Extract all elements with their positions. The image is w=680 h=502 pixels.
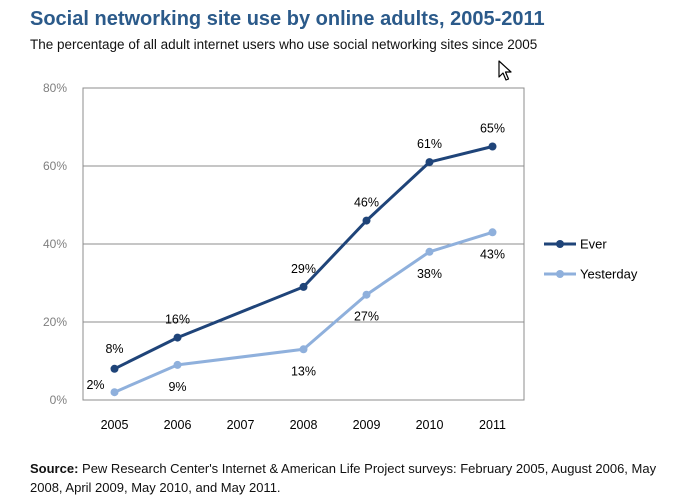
data-label: 29%	[291, 262, 316, 276]
legend-label-ever: Ever	[580, 237, 607, 252]
data-point	[173, 333, 182, 342]
data-label: 9%	[168, 380, 186, 394]
x-tick-label: 2006	[164, 418, 192, 432]
legend-label-yesterday: Yesterday	[580, 267, 638, 282]
y-tick-label: 40%	[43, 237, 67, 251]
data-label: 61%	[417, 137, 442, 151]
x-tick-label: 2008	[290, 418, 318, 432]
source-label: Source:	[30, 461, 79, 476]
chart-subtitle: The percentage of all adult internet use…	[30, 37, 538, 52]
y-tick-label: 0%	[50, 393, 68, 407]
data-point	[110, 388, 119, 397]
line-chart: 0% 20% 40% 60% 80% 2005 2006 2007 2008 2009 2010 20…	[43, 81, 638, 432]
data-label: 8%	[105, 342, 123, 356]
data-point	[488, 228, 497, 237]
data-label: 38%	[417, 267, 442, 281]
x-tick-label: 2007	[227, 418, 255, 432]
series-line-yesterday	[113, 230, 494, 394]
data-point	[362, 290, 371, 299]
data-point	[425, 247, 434, 256]
data-point	[299, 282, 308, 291]
data-label: 16%	[165, 313, 190, 327]
y-tick-label: 20%	[43, 315, 67, 329]
data-label: 2%	[86, 378, 104, 392]
data-label: 27%	[354, 310, 379, 324]
data-point	[488, 142, 497, 151]
data-label: 46%	[354, 196, 379, 210]
data-label: 43%	[480, 247, 505, 261]
data-point	[173, 360, 182, 369]
source-note: Source: Pew Research Center's Internet &…	[30, 459, 675, 497]
data-point	[110, 364, 119, 373]
x-tick-label: 2009	[353, 418, 381, 432]
x-tick-label: 2011	[479, 418, 506, 432]
y-tick-label: 80%	[43, 81, 67, 95]
legend-marker-ever	[556, 240, 564, 248]
x-tick-label: 2010	[416, 418, 444, 432]
y-tick-label: 60%	[43, 159, 67, 173]
data-label: 65%	[480, 122, 505, 136]
series-line-ever	[113, 145, 494, 371]
chart-title: Social networking site use by online adu…	[30, 8, 545, 30]
data-point	[299, 345, 308, 354]
x-tick-label: 2005	[101, 418, 129, 432]
data-label: 13%	[291, 364, 316, 378]
data-point	[425, 158, 434, 167]
legend-marker-yesterday	[556, 270, 564, 278]
mouse-pointer-icon	[498, 60, 512, 87]
source-text: Pew Research Center's Internet & America…	[30, 461, 657, 495]
data-point	[362, 216, 371, 225]
